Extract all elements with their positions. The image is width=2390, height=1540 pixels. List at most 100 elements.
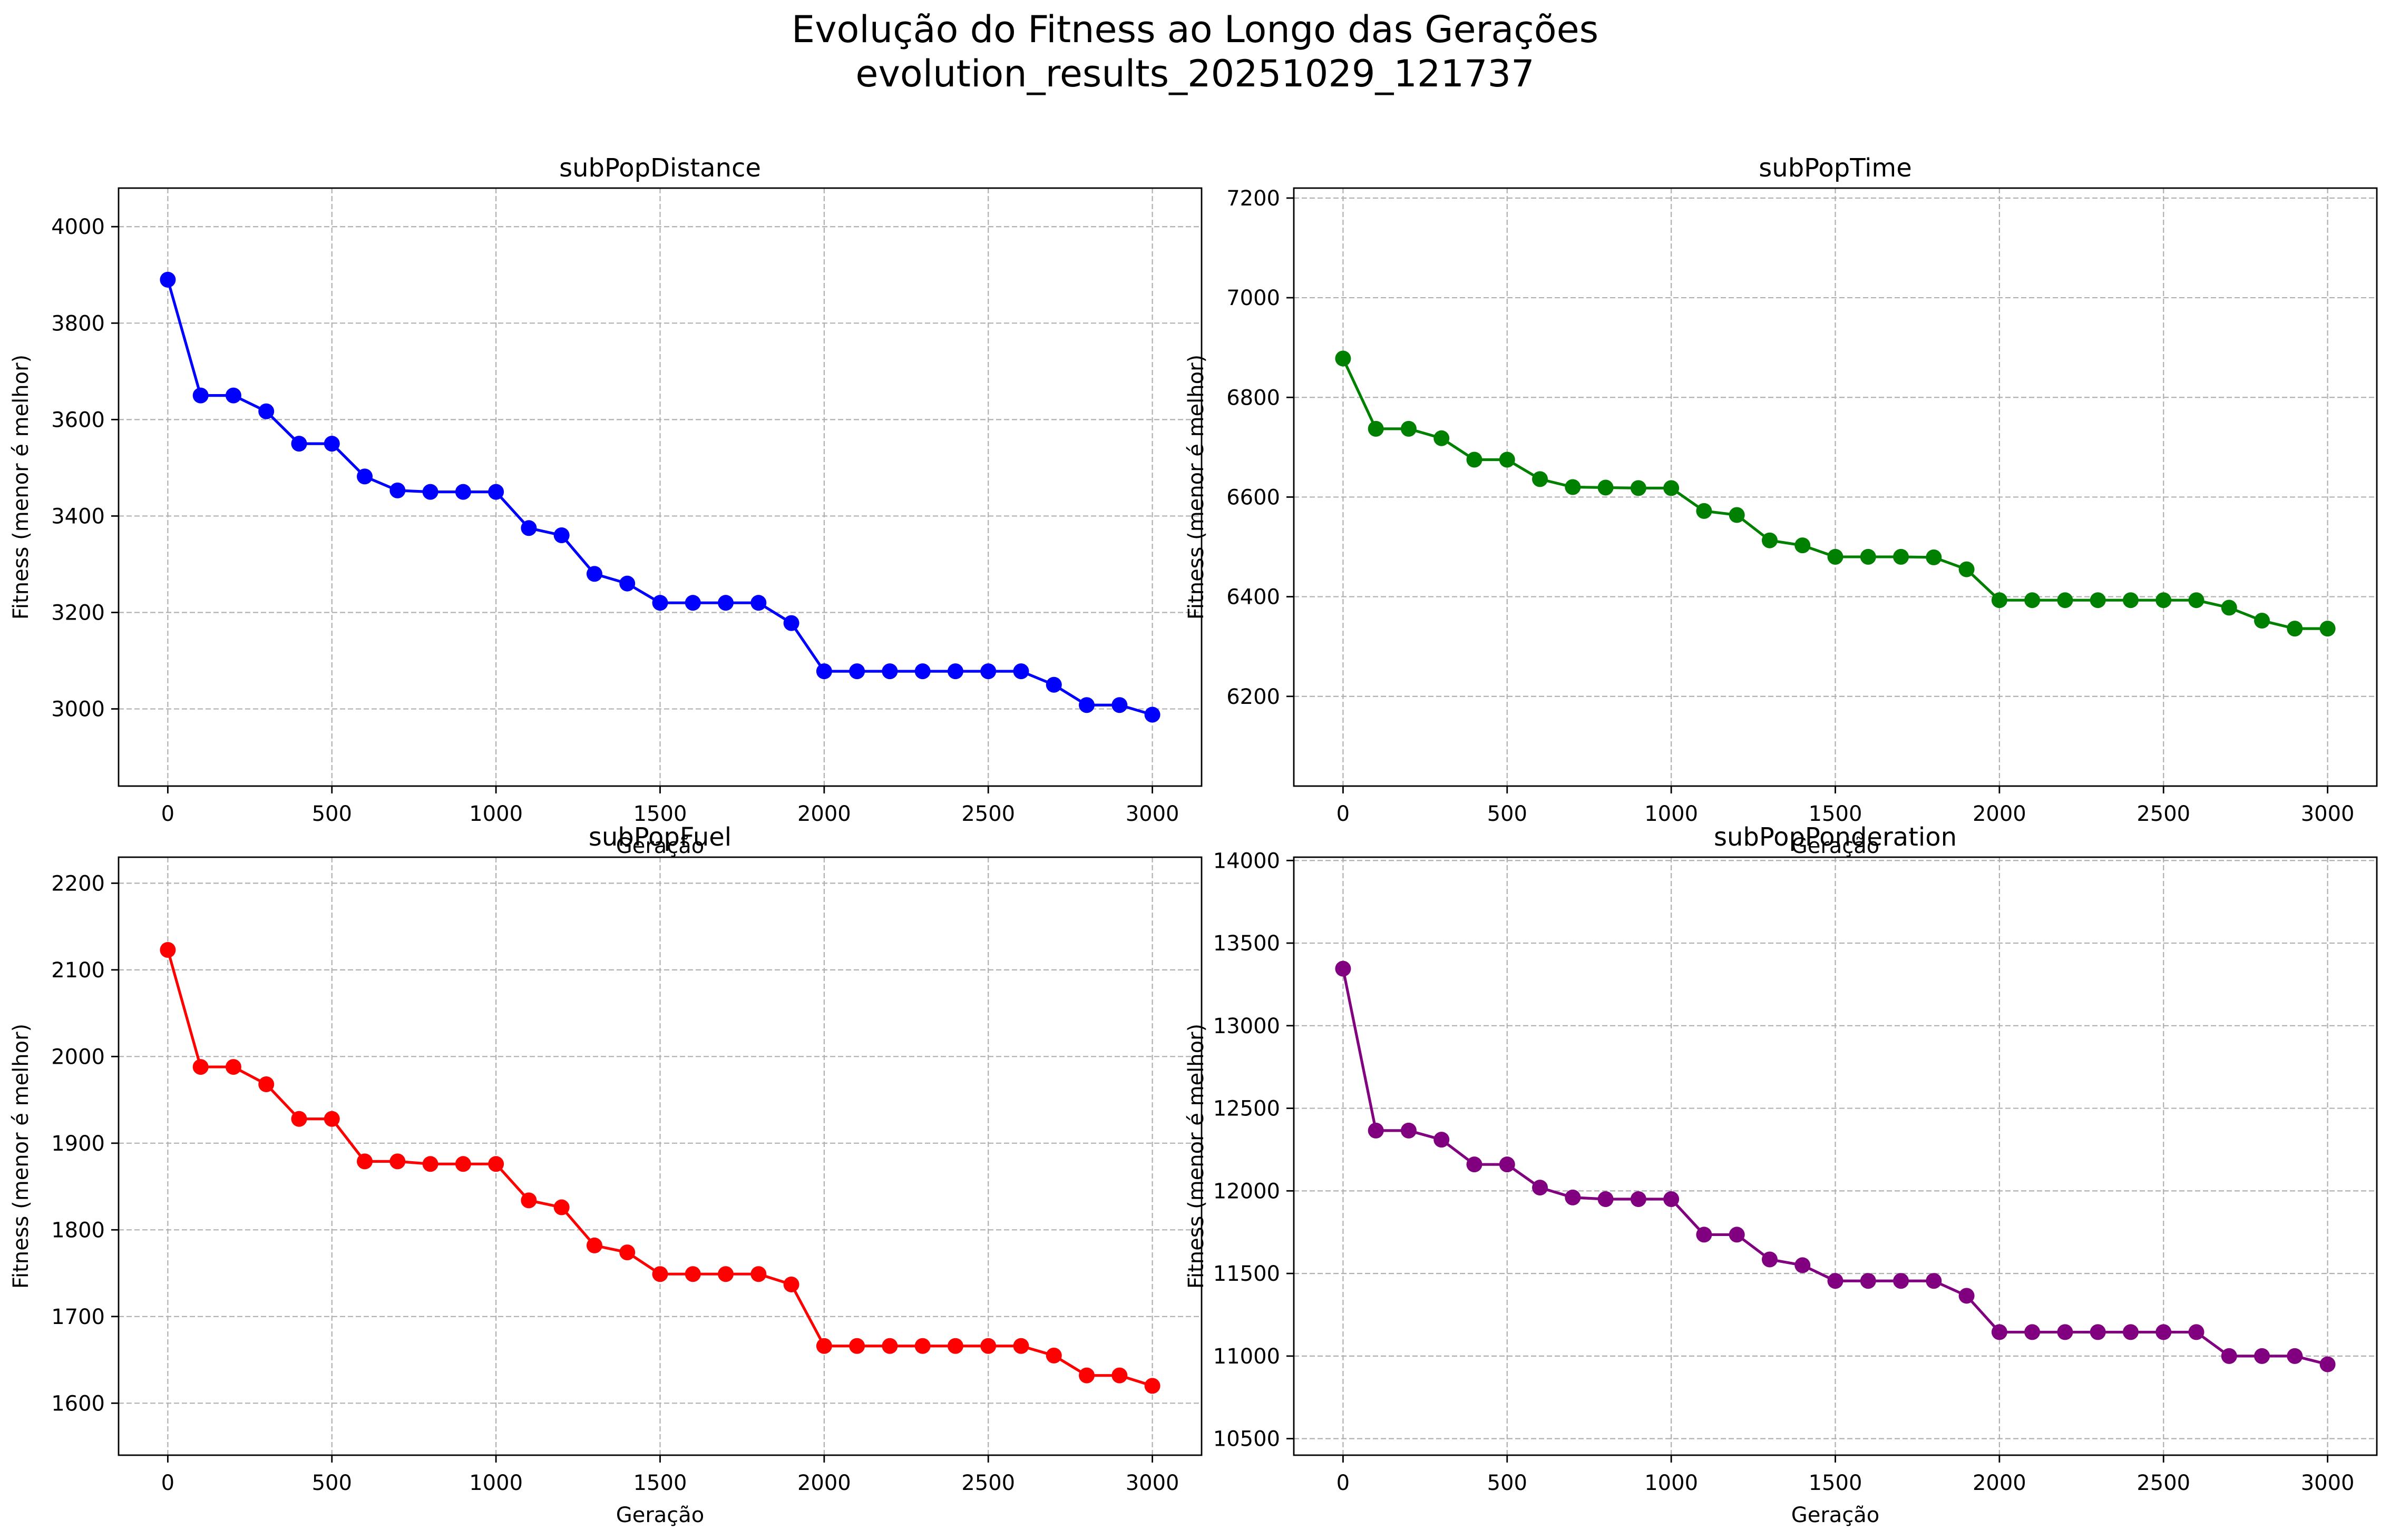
y-tick-label: 3600	[51, 408, 105, 432]
data-point	[652, 595, 668, 611]
data-point	[2024, 1324, 2041, 1340]
data-point	[1926, 549, 1942, 565]
data-point	[1630, 480, 1646, 496]
subplot-title: subPopFuel	[589, 822, 731, 852]
data-point	[1827, 1273, 1843, 1289]
x-tick-label: 1000	[1644, 1471, 1698, 1495]
data-point	[2188, 1324, 2204, 1340]
data-point	[849, 1338, 865, 1354]
data-point	[1597, 479, 1614, 496]
data-point	[652, 1266, 668, 1282]
subplot-title: subPopTime	[1759, 153, 1911, 183]
data-point	[160, 271, 176, 288]
data-point	[1565, 1189, 1581, 1205]
x-tick-label: 2000	[797, 802, 851, 826]
data-point	[1893, 1273, 1909, 1289]
data-point	[882, 663, 898, 680]
data-point	[750, 595, 767, 611]
data-point	[586, 566, 602, 582]
data-point	[750, 1266, 767, 1282]
data-point	[1335, 960, 1351, 977]
data-point	[521, 1192, 537, 1209]
data-point	[1400, 420, 1417, 437]
data-point	[192, 1059, 209, 1075]
data-point	[225, 1059, 241, 1075]
data-point	[1696, 1227, 1712, 1243]
data-point	[291, 1111, 307, 1127]
x-tick-label: 2000	[1973, 1471, 2026, 1495]
y-tick-label: 2100	[51, 958, 105, 983]
data-point	[1046, 1347, 1062, 1364]
x-tick-label: 2500	[961, 1471, 1015, 1495]
data-point	[783, 615, 799, 631]
data-point	[2319, 1356, 2336, 1372]
data-point	[1111, 697, 1128, 713]
figure-title-line2: evolution_results_20251029_121737	[855, 52, 1535, 95]
data-point	[816, 663, 832, 680]
data-point	[1926, 1273, 1942, 1289]
x-axis-label: Geração	[1791, 1503, 1880, 1527]
x-tick-label: 2500	[2137, 1471, 2190, 1495]
data-point	[1794, 537, 1811, 554]
x-tick-label: 2500	[2137, 802, 2190, 826]
chart-panel-subPopTime: 0 500 1000 1500 2000 2500 3000 6200 6400 6600 6800…	[1184, 153, 2378, 858]
data-point	[947, 663, 963, 680]
data-point	[718, 595, 734, 611]
y-tick-label: 6200	[1226, 685, 1280, 709]
y-tick-label: 13000	[1213, 1014, 1280, 1038]
y-tick-label: 3200	[51, 601, 105, 625]
chart-panel-subPopDistance: 0 500 1000 1500 2000 2500 3000 3000 3200 3400 3600…	[9, 153, 1203, 858]
y-tick-label: 13500	[1213, 931, 1280, 956]
data-point	[258, 1076, 275, 1092]
subplot-title: subPopPonderation	[1714, 822, 1957, 852]
y-tick-label: 6600	[1226, 485, 1280, 509]
figure-title: Evolução do Fitness ao Longo das Geraçõe…	[0, 7, 2390, 96]
data-point	[2122, 1324, 2139, 1340]
data-point	[1991, 592, 2007, 609]
x-tick-label: 1000	[1644, 802, 1698, 826]
data-point	[291, 436, 307, 452]
x-tick-label: 3000	[2301, 802, 2355, 826]
data-point	[1761, 532, 1778, 548]
data-point	[2254, 1348, 2270, 1364]
x-tick-label: 2000	[1973, 802, 2026, 826]
y-tick-label: 1600	[51, 1391, 105, 1416]
data-point	[1466, 1156, 1482, 1173]
data-point	[1013, 1338, 1029, 1354]
data-point	[1046, 676, 1062, 693]
data-point	[1630, 1191, 1646, 1208]
data-point	[2057, 592, 2073, 609]
data-point	[849, 663, 865, 680]
y-tick-label: 7200	[1226, 187, 1280, 211]
data-point	[2155, 592, 2172, 609]
y-axis-label: Fitness (menor é melhor)	[1184, 355, 1208, 620]
data-point	[882, 1338, 898, 1354]
data-point	[783, 1276, 799, 1292]
x-tick-label: 2500	[961, 802, 1015, 826]
chart-panel-subPopPonderation: 0 500 1000 1500 2000 2500 3000 10500 11000 11500 1…	[1184, 822, 2378, 1527]
x-axis-label: Geração	[616, 834, 705, 858]
data-point	[1433, 1132, 1450, 1148]
data-point	[2090, 1324, 2106, 1340]
y-tick-label: 12500	[1213, 1097, 1280, 1121]
data-point	[685, 1266, 701, 1282]
data-point	[914, 1338, 931, 1354]
data-point	[488, 484, 504, 500]
x-tick-label: 500	[312, 802, 352, 826]
data-point	[357, 1153, 373, 1170]
data-point	[488, 1156, 504, 1172]
data-point	[1368, 1122, 1384, 1139]
y-tick-label: 4000	[51, 215, 105, 239]
chart-panel-subPopFuel: 0 500 1000 1500 2000 2500 3000 1600 1700 1800 1900…	[9, 822, 1203, 1527]
y-tick-label: 1700	[51, 1305, 105, 1329]
x-tick-label: 3000	[2301, 1471, 2355, 1495]
x-tick-label: 1500	[633, 1471, 687, 1495]
x-tick-label: 1500	[1809, 802, 1862, 826]
data-point	[1696, 503, 1712, 519]
data-point	[1013, 663, 1029, 680]
y-axis-label: Fitness (menor é melhor)	[9, 1024, 33, 1289]
data-point	[1368, 420, 1384, 437]
data-point	[324, 1111, 340, 1127]
data-point	[258, 403, 275, 419]
data-point	[422, 484, 438, 500]
